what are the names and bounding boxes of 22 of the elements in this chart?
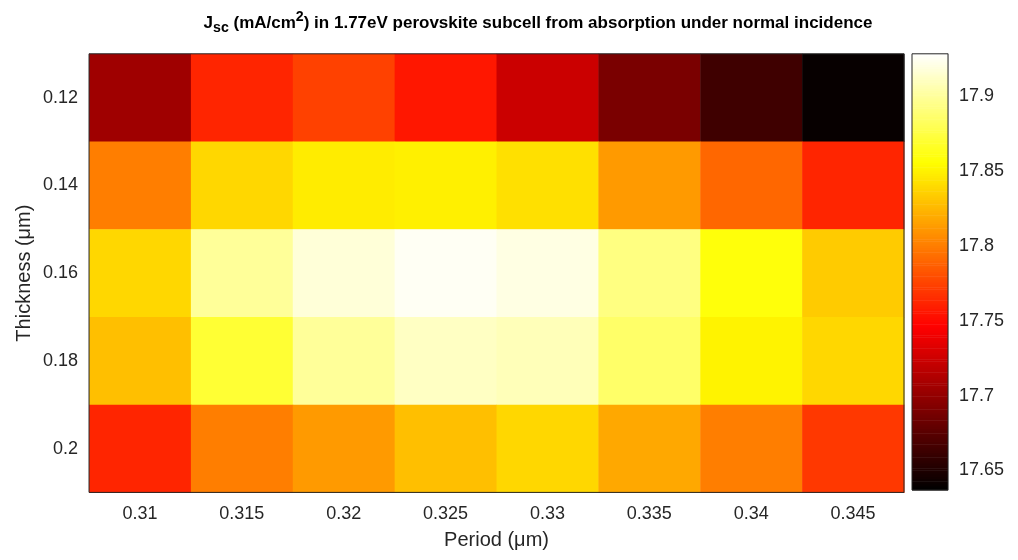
y-tick-label: 0.14 xyxy=(42,174,79,195)
color-bar-label: 17.8 xyxy=(959,234,995,255)
x-tick-label: 0.325 xyxy=(423,503,469,524)
x-tick-label: 0.31 xyxy=(122,503,158,524)
color-bar-label: 17.75 xyxy=(959,309,1005,330)
y-tick-label: 0.16 xyxy=(42,262,79,283)
x-tick-label: 0.34 xyxy=(733,503,769,524)
color-bar-label: 17.65 xyxy=(959,459,1005,480)
x-tick-label: 0.32 xyxy=(326,503,362,524)
y-axis-title: Thickness (μm) xyxy=(11,204,34,342)
y-tick-label: 0.18 xyxy=(42,349,79,370)
y-tick-label: 0.12 xyxy=(42,86,79,107)
x-tick-label: 0.335 xyxy=(626,503,672,524)
color-bar-label: 17.85 xyxy=(959,159,1005,180)
x-axis-title: Period (μm) xyxy=(444,527,549,550)
x-tick-label: 0.315 xyxy=(219,503,265,524)
color-bar-label: 17.9 xyxy=(959,84,995,105)
color-bar-label: 17.7 xyxy=(959,384,995,405)
chart-title: J$_{sc}$ (mA/cm$^{2}$) in 1.77eV perovskite subcell from absorption under normal incidence xyxy=(202,8,874,38)
x-tick-label: 0.345 xyxy=(830,503,876,524)
x-tick-label: 0.33 xyxy=(529,503,565,524)
y-tick-label: 0.2 xyxy=(53,437,79,458)
